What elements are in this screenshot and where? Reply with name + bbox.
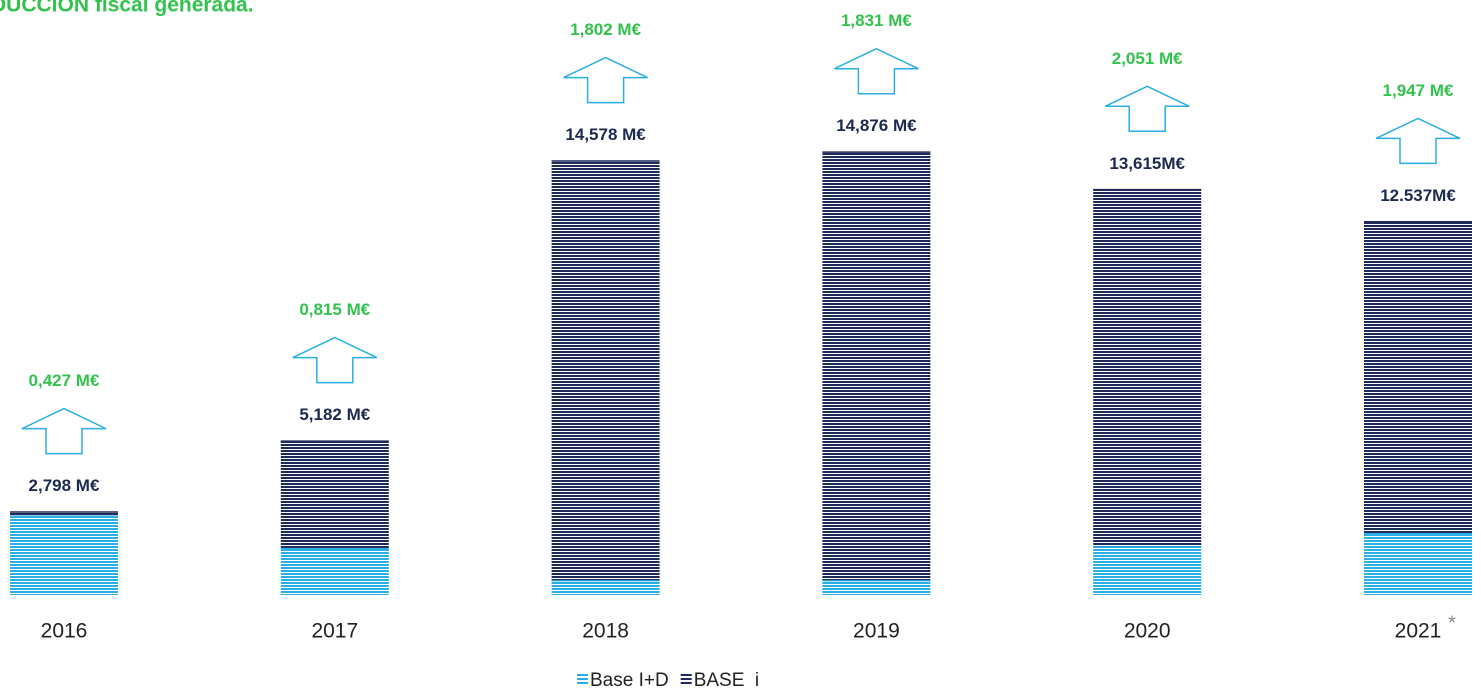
x-tick-label: 2021 bbox=[1395, 620, 1442, 643]
bar-segment bbox=[1364, 221, 1472, 534]
deduction-label: 2,051 M€ bbox=[1112, 49, 1183, 68]
total-label: 12.537M€ bbox=[1380, 186, 1456, 205]
arrow bbox=[563, 56, 648, 104]
bar-segment bbox=[10, 515, 118, 595]
arrow bbox=[1375, 117, 1461, 165]
bar-segment bbox=[10, 511, 118, 516]
x-tick-label: 2018 bbox=[582, 620, 629, 643]
bar-segment bbox=[1364, 533, 1472, 595]
arrow bbox=[21, 407, 107, 455]
legend-swatch bbox=[577, 682, 588, 684]
deduction-label: 1,947 M€ bbox=[1383, 81, 1454, 100]
bar-segment bbox=[822, 580, 931, 595]
deduction-label: 1,831 M€ bbox=[841, 11, 912, 30]
legend-swatch bbox=[680, 674, 692, 676]
legend-swatch bbox=[680, 678, 692, 680]
total-label: 2,798 M€ bbox=[29, 476, 100, 495]
legend-label: Base I+D bbox=[590, 670, 669, 691]
total-label: 13,615M€ bbox=[1109, 154, 1185, 173]
total-label: 14,578 M€ bbox=[565, 125, 646, 144]
deduction-label: 0,427 M€ bbox=[29, 371, 100, 390]
deduction-label: 1,802 M€ bbox=[570, 20, 641, 39]
x-tick-label: 2016 bbox=[41, 620, 88, 643]
arrow bbox=[292, 336, 378, 384]
bar-segment bbox=[551, 580, 660, 595]
arrow bbox=[1104, 85, 1190, 133]
total-label: 5,182 M€ bbox=[299, 405, 370, 424]
legend-swatch bbox=[577, 678, 588, 680]
x-tick-label: 2017 bbox=[311, 620, 358, 643]
x-tick-label: 2019 bbox=[853, 620, 900, 643]
chart-title: DUCCIÓN fiscal generada. bbox=[0, 0, 254, 17]
arrow bbox=[834, 47, 919, 95]
bar-segment bbox=[551, 160, 660, 581]
bar-segment bbox=[280, 547, 389, 595]
deduction-label: 0,815 M€ bbox=[299, 300, 370, 319]
footnote-marker: * bbox=[1448, 612, 1456, 634]
legend-label: BASE i bbox=[694, 670, 759, 691]
bar-segment bbox=[822, 151, 931, 581]
x-tick-label: 2020 bbox=[1124, 620, 1171, 643]
legend-swatch bbox=[577, 674, 588, 676]
bar-segment bbox=[280, 440, 389, 548]
total-label: 14,876 M€ bbox=[836, 116, 917, 135]
legend-swatch bbox=[680, 682, 692, 684]
bar-segment bbox=[1093, 189, 1202, 547]
bar-segment bbox=[1093, 546, 1202, 595]
